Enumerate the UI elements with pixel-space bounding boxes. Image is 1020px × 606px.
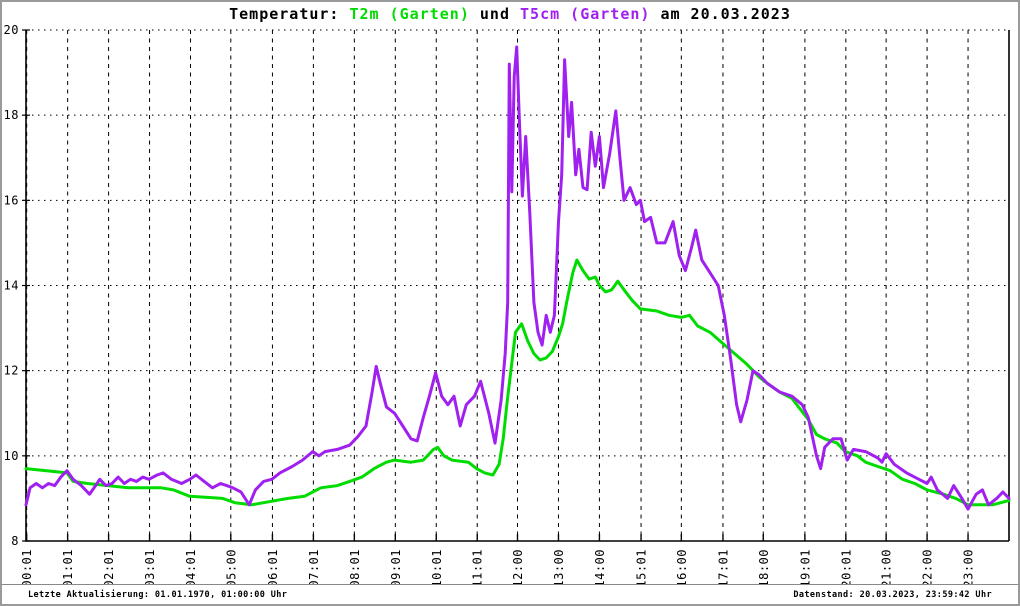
y-tick-label: 12 [4, 364, 19, 378]
series-line-t5cm [24, 45, 1011, 511]
x-tick-label: 00:01 [20, 549, 34, 586]
title-suffix: am 20.03.2023 [650, 5, 791, 23]
page-title: Temperatur: T2m (Garten) und T5cm (Garte… [2, 5, 1018, 23]
x-tick-label: 03:01 [143, 549, 157, 586]
title-connector: und [469, 5, 521, 23]
x-tick-label: 12:00 [511, 549, 525, 586]
x-tick-label: 09:01 [389, 549, 403, 586]
x-tick-label: 18:00 [757, 549, 771, 586]
title-series-t5cm: T5cm (Garten) [520, 5, 651, 23]
series-line-t2m [24, 258, 1011, 507]
x-tick-label: 17:01 [716, 549, 730, 586]
x-tick-label: 11:01 [471, 549, 485, 586]
title-prefix: Temperatur: [229, 5, 350, 23]
y-tick-label: 18 [4, 108, 19, 122]
x-tick-label: 04:01 [184, 549, 198, 586]
temperature-line-chart: 8 10 12 14 16 18 20 00:01 01:01 02:01 03:01 04:01 05… [4, 23, 1011, 586]
x-tick-label: 21:00 [880, 549, 894, 586]
x-tick-label: 01:01 [61, 549, 75, 586]
x-tick-label: 07:01 [307, 549, 321, 586]
y-tick-label: 14 [4, 279, 19, 293]
x-tick-label: 08:01 [348, 549, 362, 586]
y-tick-label: 16 [4, 193, 19, 207]
title-series-t2m: T2m (Garten) [349, 5, 470, 23]
x-tick-label: 20:01 [839, 549, 853, 586]
x-tick-label: 13:00 [552, 549, 566, 586]
x-tick-label: 05:00 [224, 549, 238, 586]
x-tick-label: 15:01 [635, 549, 649, 586]
y-tick-label: 10 [4, 449, 19, 463]
last-update-text: Letzte Aktualisierung: 01.01.1970, 01:00… [28, 589, 288, 600]
status-bar: Letzte Aktualisierung: 01.01.1970, 01:00… [2, 584, 1018, 604]
x-tick-label: 19:01 [798, 549, 812, 586]
axes [22, 29, 1010, 542]
x-tick-label: 16:00 [675, 549, 689, 586]
axis-labels: 8 10 12 14 16 18 20 00:01 01:01 02:01 03:01 04:01 05… [4, 23, 976, 586]
x-tick-label: 06:01 [266, 549, 280, 586]
x-tick-label: 22:00 [921, 549, 935, 586]
x-tick-label: 14:00 [593, 549, 607, 586]
data-timestamp-text: Datenstand: 20.03.2023, 23:59:42 Uhr [793, 589, 992, 600]
x-tick-label: 23:00 [962, 549, 976, 586]
x-tick-label: 10:01 [430, 549, 444, 586]
y-tick-label: 20 [4, 23, 19, 37]
x-tick-label: 02:01 [102, 549, 116, 586]
y-tick-label: 8 [11, 534, 19, 548]
